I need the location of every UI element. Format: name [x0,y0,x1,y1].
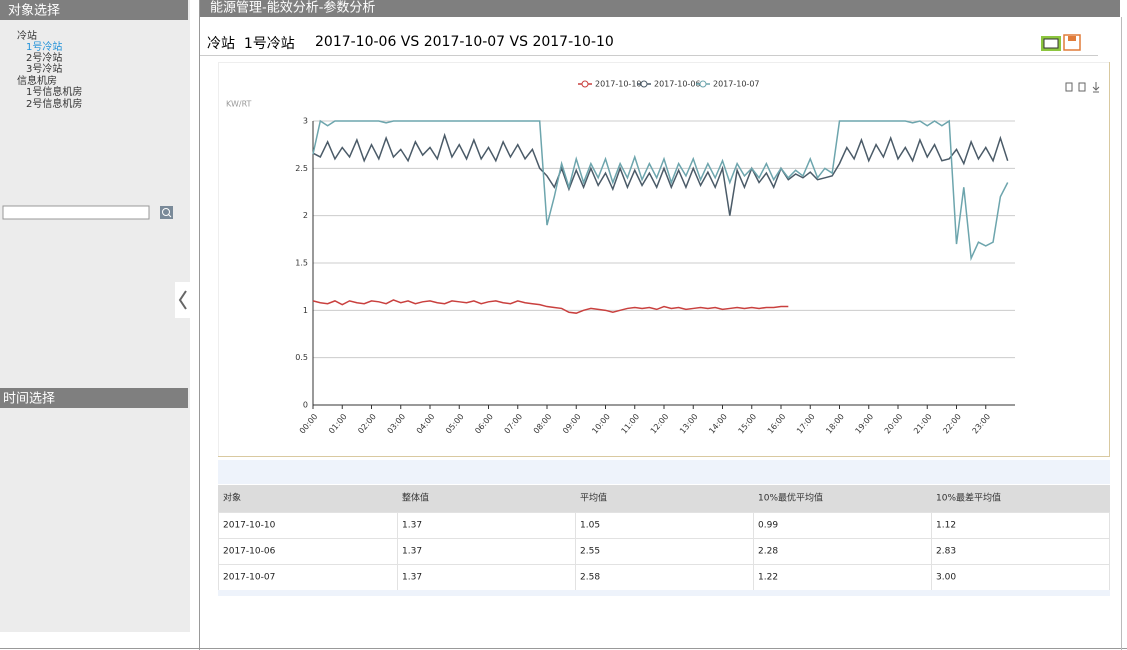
cell-text: 2017-10-10 [223,521,276,531]
tree-node[interactable]: 2号冷站 [26,51,62,64]
legend-label: 2017-10-07 [713,80,760,89]
toolbox[interactable] [1065,82,1100,93]
y-tick-label: 0 [303,401,308,410]
cell-text: 0.99 [758,521,778,531]
table-cell [397,538,576,565]
column-header: 整体值 [402,492,429,504]
tree-node[interactable]: 信息机房 [17,74,57,87]
stats-table: 对象 整体值 平均值 10%最优平均值 10%最差平均值 2017-10-10 1.37 1.… [218,485,1110,596]
tree-node[interactable]: 冷站 [17,29,37,42]
legend-swatch [640,80,648,88]
search-button[interactable] [160,206,173,219]
legend-label: 2017-10-10 [595,80,642,89]
tree-node[interactable]: 1号信息机房 [26,85,82,98]
tree-node-selected[interactable]: 1号冷站 [26,40,62,53]
cell-text: 1.12 [936,521,956,531]
cell-text: 2.83 [936,547,956,557]
cell-text: 1.37 [402,547,422,557]
table-cell [753,564,932,591]
table-cell [575,564,754,591]
column-header: 10%最差平均值 [936,492,1001,504]
main-title: 能源管理-能效分析-参数分析 [210,0,375,16]
y-tick-label: 2 [303,211,308,220]
column-header: 对象 [223,492,241,504]
series-line [312,119,1009,262]
legend-swatch [581,80,589,88]
cell-text: 1.22 [758,573,778,583]
cell-text: 2.28 [758,547,778,557]
search-input[interactable] [2,205,150,220]
cell-text: 1.05 [580,521,600,531]
table-cell [397,564,576,591]
cell-text: 2.55 [580,547,600,557]
y-tick-label: 3 [303,117,308,126]
legend-swatch [699,80,707,88]
cell-text: 1.37 [402,573,422,583]
collapse-button[interactable] [175,282,190,318]
tree-node[interactable]: 2号信息机房 [26,97,82,110]
cell-text: 1.37 [402,521,422,531]
table-cell [753,512,932,539]
time-title: 时间选择 [3,392,55,407]
sidebar [0,0,190,632]
comparison: 2017-10-06 VS 2017-10-07 VS 2017-10-10 [315,34,614,50]
table-cell [931,512,1110,539]
legend-label: 2017-10-06 [654,80,701,89]
table-toolbar [218,460,1110,484]
cell-text: 2017-10-06 [223,547,276,557]
sidebar-header [0,0,188,20]
table-cell [218,512,398,539]
y-axis-label: KW/RT [226,100,252,109]
y-tick-label: 1 [303,306,308,315]
table-cell [397,512,576,539]
table-cell [218,564,398,591]
object-title: 对象选择 [8,4,60,19]
chart-view-button[interactable] [1041,36,1061,51]
object-name: 冷站 1号冷站 [207,36,295,52]
table-footer [218,590,1110,596]
cell-text: 2017-10-07 [223,573,275,583]
table-cell [931,564,1110,591]
series-line [312,132,1009,216]
cell-text: 3.00 [936,573,956,583]
sidebar-header [0,388,188,408]
save-button[interactable] [1063,34,1081,51]
main-header [200,0,1120,17]
chart-panel [218,62,1110,457]
y-tick-label: 1.5 [295,259,308,268]
y-tick-label: 2.5 [295,164,308,173]
table-cell [753,538,932,565]
table-header [218,485,1110,512]
column-header: 平均值 [580,492,607,504]
cell-text: 2.58 [580,573,600,583]
y-tick-label: 0.5 [295,353,308,362]
tree-node[interactable]: 3号冷站 [26,62,62,75]
table-cell [575,538,754,565]
series-line [312,299,789,314]
table-cell [575,512,754,539]
column-header: 10%最优平均值 [758,492,823,504]
table-cell [931,538,1110,565]
